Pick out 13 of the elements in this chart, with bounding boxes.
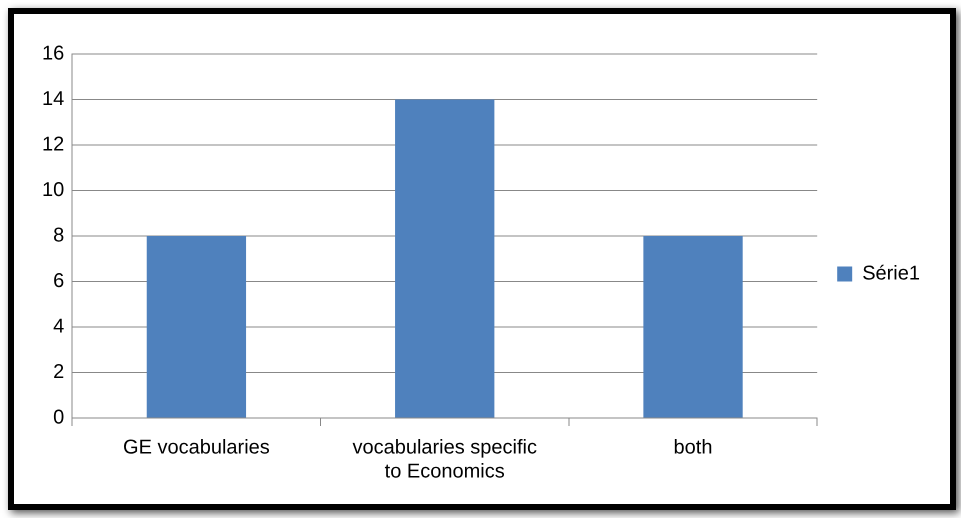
x-tick-label: vocabularies specific to Economics (352, 436, 537, 483)
y-tick-label: 14 (42, 88, 64, 110)
y-tick-label: 12 (42, 134, 64, 156)
y-tick-label: 2 (53, 361, 64, 384)
y-tick-label: 6 (53, 270, 64, 292)
x-tick-label: both (674, 436, 712, 459)
y-tick-label: 16 (42, 42, 64, 65)
y-tick-label: 4 (53, 316, 64, 338)
legend-label: Série1 (862, 262, 920, 285)
y-tick-label: 8 (53, 224, 64, 247)
x-tick-label: GE vocabularies (123, 436, 270, 459)
y-tick-label: 10 (42, 179, 64, 202)
y-tick-label: 0 (53, 406, 64, 429)
